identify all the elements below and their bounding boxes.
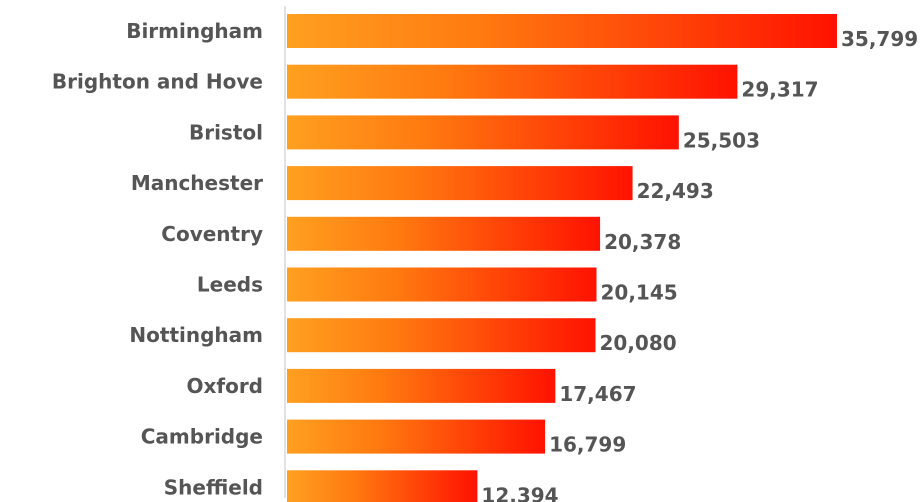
category-label-coventry: Coventry xyxy=(161,222,263,246)
bar-nottingham xyxy=(287,318,596,353)
value-label-sheffield: 12,394 xyxy=(481,483,558,502)
category-label-brighton-and-hove: Brighton and Hove xyxy=(52,70,263,94)
bar-birmingham xyxy=(287,14,837,48)
bar-leeds xyxy=(287,267,597,302)
bar-coventry xyxy=(287,216,601,251)
value-label-coventry: 20,378 xyxy=(604,230,681,254)
category-label-oxford: Oxford xyxy=(186,374,263,398)
value-label-bristol: 25,503 xyxy=(683,128,760,152)
category-labels: Birmingham Brighton and Hove Bristol Manche… xyxy=(52,19,263,499)
bar-brighton-and-hove xyxy=(287,64,738,99)
category-label-cambridge: Cambridge xyxy=(141,425,263,449)
value-label-nottingham: 20,080 xyxy=(600,331,677,355)
value-label-birmingham: 35,799 xyxy=(841,27,918,51)
bar-manchester xyxy=(287,166,633,201)
value-label-cambridge: 16,799 xyxy=(549,433,626,457)
bar-cambridge xyxy=(287,419,546,454)
category-label-sheffield: Sheffield xyxy=(164,475,263,499)
value-labels: 35,799 29,317 25,503 22,493 20,378 20,145 20,0… xyxy=(481,27,918,502)
value-label-manchester: 22,493 xyxy=(637,179,714,203)
category-label-birmingham: Birmingham xyxy=(126,19,263,43)
category-label-nottingham: Nottingham xyxy=(129,323,263,347)
category-label-bristol: Bristol xyxy=(189,120,263,144)
bars-layer xyxy=(287,14,837,502)
value-label-brighton-and-hove: 29,317 xyxy=(741,78,818,102)
bar-bristol xyxy=(287,115,679,150)
bar-oxford xyxy=(287,368,556,403)
category-label-manchester: Manchester xyxy=(131,171,263,195)
bar-sheffield xyxy=(287,470,478,502)
value-label-oxford: 17,467 xyxy=(559,382,636,406)
value-label-leeds: 20,145 xyxy=(600,281,677,305)
category-label-leeds: Leeds xyxy=(197,273,263,297)
